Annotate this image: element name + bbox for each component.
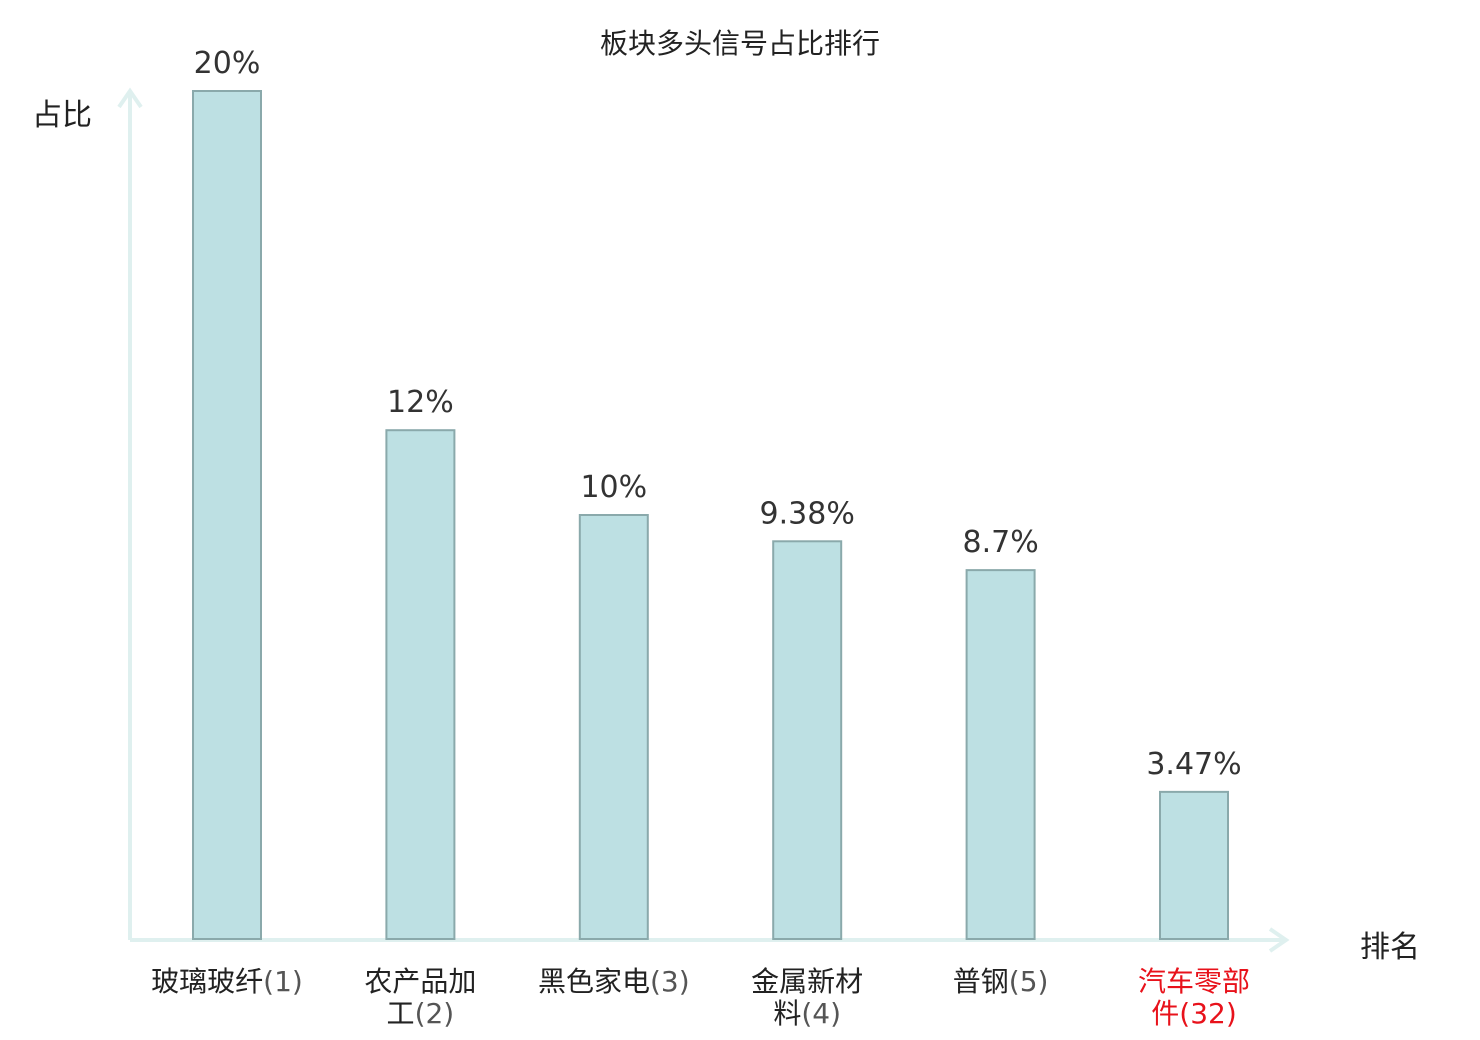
data-label: 10% — [580, 470, 647, 505]
category-label-line: 黑色家电(3) — [514, 966, 714, 998]
data-label: 9.38% — [760, 496, 855, 531]
category-label-line: 农产品加 — [320, 966, 520, 998]
data-label: 12% — [387, 385, 454, 420]
category-name: 玻璃玻纤 — [151, 965, 264, 998]
category-rank: (5) — [1008, 965, 1049, 998]
category-name: 普钢 — [952, 965, 1009, 998]
category-label-line: 工(2) — [320, 998, 520, 1030]
category-label: 汽车零部 件(32) — [1094, 966, 1294, 1030]
bar — [385, 429, 456, 940]
bar — [772, 540, 843, 941]
category-label: 金属新材 料(4) — [707, 966, 907, 1030]
category-name: 农产品加 — [364, 965, 477, 998]
category-rank: (2) — [414, 997, 455, 1030]
category-name: 工 — [386, 997, 415, 1030]
data-label: 3.47% — [1146, 747, 1241, 782]
bar — [578, 514, 649, 940]
category-name: 料 — [773, 997, 802, 1030]
category-label-line: 汽车零部 — [1094, 966, 1294, 998]
x-axis-label: 排名 — [1360, 930, 1420, 965]
category-name: 黑色家电 — [537, 965, 650, 998]
y-axis-label: 占比 — [32, 98, 92, 133]
bar — [1159, 790, 1229, 941]
category-label-line: 玻璃玻纤(1) — [127, 966, 327, 998]
category-label-line: 件(32) — [1094, 998, 1294, 1030]
chart-title: 板块多头信号占比排行 — [599, 27, 880, 60]
category-label-line: 料(4) — [707, 998, 907, 1030]
category-label: 玻璃玻纤(1) — [127, 966, 327, 998]
category-name: 件 — [1151, 997, 1180, 1030]
category-rank: (4) — [801, 997, 842, 1030]
data-label: 8.7% — [962, 525, 1038, 560]
category-label: 普钢(5) — [901, 966, 1101, 998]
category-name: 金属新材 — [751, 965, 864, 998]
category-label-line: 普钢(5) — [901, 966, 1101, 998]
category-label: 农产品加 工(2) — [320, 966, 520, 1030]
category-rank: (32) — [1179, 997, 1237, 1030]
category-label-line: 金属新材 — [707, 966, 907, 998]
category-rank: (3) — [649, 965, 690, 998]
y-axis-arrow — [117, 87, 143, 109]
category-name: 汽车零部 — [1137, 965, 1250, 998]
category-label: 黑色家电(3) — [514, 966, 714, 998]
category-rank: (1) — [263, 965, 303, 998]
bar — [965, 569, 1036, 940]
bar — [192, 90, 262, 940]
x-axis-arrow — [1268, 927, 1290, 953]
data-label: 20% — [194, 46, 261, 81]
